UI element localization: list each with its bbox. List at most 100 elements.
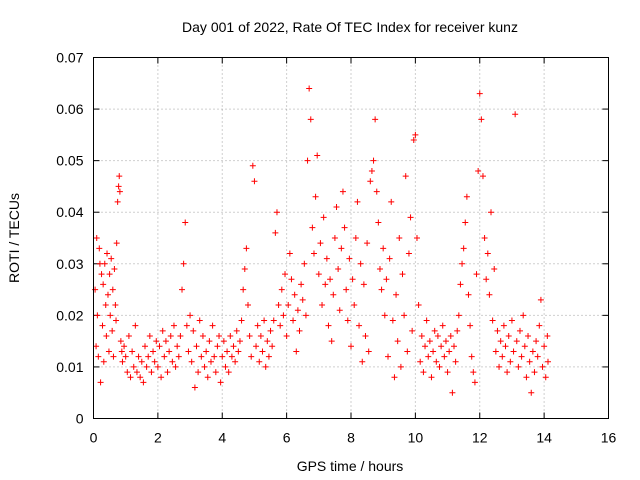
data-point-marker [534,353,541,360]
data-point-marker [418,332,425,339]
data-point-marker [410,137,417,144]
data-point-marker [158,374,165,381]
x-tick-label: 8 [347,430,355,446]
data-point-marker [190,327,197,334]
x-tick-label: 12 [472,430,488,446]
y-tick-label: 0.01 [56,359,83,375]
data-point-marker [94,312,101,319]
data-point-marker [138,358,145,365]
data-point-marker [150,348,157,355]
data-point-marker [516,327,523,334]
data-point-marker [388,198,395,205]
data-point-marker [319,302,326,309]
data-point-marker [320,214,327,221]
data-point-marker [262,363,269,370]
data-point-marker [508,317,515,324]
data-point-marker [436,363,443,370]
data-point-marker [267,327,274,334]
data-point-marker [468,353,475,360]
y-tick-label: 0 [76,411,84,427]
data-point-marker [459,260,466,267]
data-point-marker [290,317,297,324]
data-point-marker [389,317,396,324]
data-point-marker [246,332,253,339]
data-point-marker [291,291,298,298]
data-point-marker [531,369,538,376]
data-point-marker [145,353,152,360]
data-point-marker [496,363,503,370]
data-point-marker [444,369,451,376]
data-point-marker [130,363,137,370]
data-point-marker [207,358,214,365]
data-point-marker [473,271,480,278]
data-point-marker [349,276,356,283]
data-point-marker [195,369,202,376]
data-point-marker [510,348,517,355]
data-point-marker [515,363,522,370]
data-point-marker [203,348,210,355]
data-point-marker [97,379,104,386]
data-point-marker [417,358,424,365]
data-point-marker [264,338,271,345]
data-point-marker [333,204,340,211]
data-point-marker [409,327,416,334]
data-point-marker [383,276,390,283]
data-point-marker [118,348,125,355]
data-point-marker [460,245,467,252]
data-point-marker [117,338,124,345]
data-point-marker [214,343,221,350]
data-point-marker [216,332,223,339]
data-point-marker [232,358,239,365]
data-point-marker [317,240,324,247]
data-point-marker [367,178,374,185]
data-point-marker [507,358,514,365]
data-point-marker [156,343,163,350]
data-point-marker [104,250,111,257]
data-point-marker [346,255,353,262]
data-point-marker [497,338,504,345]
data-point-marker [330,291,337,298]
data-point-marker [272,229,279,236]
data-point-marker [433,358,440,365]
data-point-marker [172,363,179,370]
data-point-marker [354,198,361,205]
x-tick-label: 6 [283,430,291,446]
data-point-marker [280,312,287,319]
data-point-marker [373,188,380,195]
data-point-marker [344,317,351,324]
y-tick-label: 0.07 [56,50,83,66]
data-point-marker [536,322,543,329]
data-point-marker [124,369,131,376]
x-tick-label: 2 [154,430,162,446]
data-point-marker [405,250,412,257]
data-point-marker [294,307,301,314]
data-point-marker [248,353,255,360]
data-point-marker [143,363,150,370]
data-point-marker [356,322,363,329]
data-point-marker [314,152,321,159]
data-point-marker [93,343,100,350]
chart-title: Day 001 of 2022, Rate Of TEC Index for r… [182,19,518,35]
data-point-marker [259,348,266,355]
data-point-marker [261,317,268,324]
data-point-marker [238,317,245,324]
data-point-marker [341,224,348,231]
data-point-marker [500,322,507,329]
data-point-marker [273,209,280,216]
data-point-marker [140,379,147,386]
data-point-marker [135,353,142,360]
data-point-marker [343,286,350,293]
data-point-marker [293,348,300,355]
data-point-marker [111,265,118,272]
data-point-marker [99,322,106,329]
data-points [92,85,551,396]
data-point-marker [283,332,290,339]
data-point-marker [217,379,224,386]
data-point-marker [529,348,536,355]
data-point-marker [204,374,211,381]
data-point-marker [364,240,371,247]
data-point-marker [397,363,404,370]
data-point-marker [486,291,493,298]
data-point-marker [219,353,226,360]
data-point-marker [286,250,293,257]
